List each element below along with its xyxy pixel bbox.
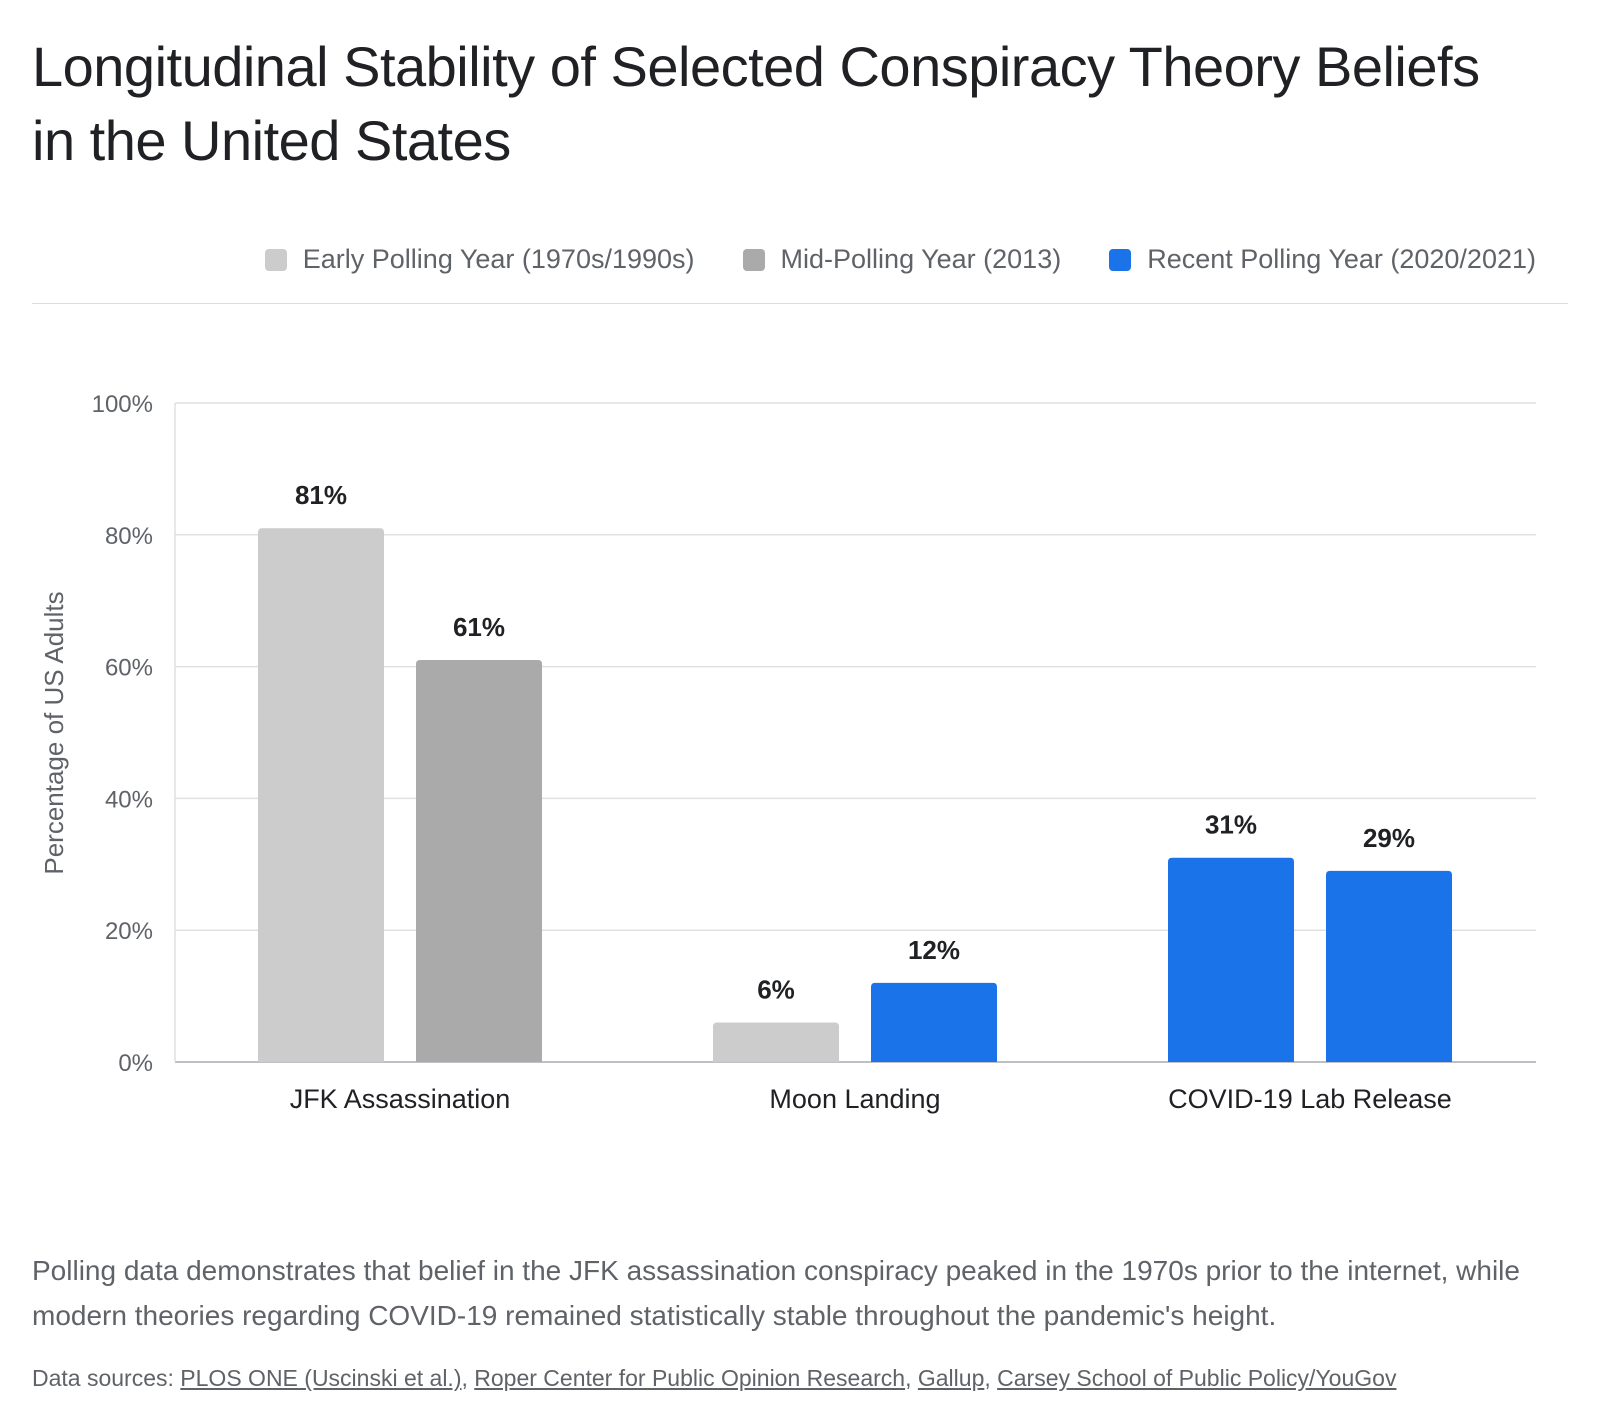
bar-value-label: 6% bbox=[757, 974, 795, 1004]
bar bbox=[1168, 857, 1294, 1062]
y-tick-label: 80% bbox=[105, 523, 153, 550]
y-tick-label: 60% bbox=[105, 655, 153, 682]
y-tick-label: 40% bbox=[105, 786, 153, 813]
source-link-gallup[interactable]: Gallup bbox=[917, 1365, 985, 1391]
bar-value-label: 29% bbox=[1363, 823, 1415, 853]
chart-title: Longitudinal Stability of Selected Consp… bbox=[32, 35, 1480, 172]
x-category-label: JFK Assassination bbox=[290, 1084, 511, 1114]
chart-caption: Polling data demonstrates that belief in… bbox=[32, 1255, 1520, 1331]
sources-prefix: Data sources: bbox=[32, 1365, 181, 1391]
legend-item-recent: Recent Polling Year (2020/2021) bbox=[1109, 244, 1536, 275]
x-category-label: Moon Landing bbox=[769, 1084, 940, 1114]
legend-swatch-mid bbox=[742, 248, 765, 271]
bar bbox=[1326, 870, 1452, 1062]
legend-label-recent: Recent Polling Year (2020/2021) bbox=[1147, 244, 1536, 274]
bar-value-label: 31% bbox=[1205, 810, 1257, 840]
bar bbox=[416, 660, 542, 1062]
bar bbox=[871, 982, 997, 1062]
bar-value-label: 12% bbox=[908, 935, 960, 965]
x-category-label: COVID-19 Lab Release bbox=[1168, 1084, 1452, 1114]
y-tick-label: 100% bbox=[92, 391, 153, 418]
data-sources: Data sources: PLOS ONE (Uscinski et al.)… bbox=[32, 1365, 1397, 1391]
source-link-plos-one[interactable]: PLOS ONE (Uscinski et al.) bbox=[180, 1365, 462, 1391]
bar-chart: 0% 20% 40% 60% 80% 100% Percentage of US Adult… bbox=[39, 391, 1536, 1114]
bar-value-label: 61% bbox=[453, 612, 505, 642]
legend-label-early: Early Polling Year (1970s/1990s) bbox=[302, 244, 695, 274]
legend-divider bbox=[32, 303, 1568, 304]
chart-legend: Early Polling Year (1970s/1990s) Mid-Pol… bbox=[217, 244, 1536, 275]
bar-value-label: 81% bbox=[295, 480, 347, 510]
y-axis-title: Percentage of US Adults bbox=[39, 591, 69, 874]
bar bbox=[713, 1022, 839, 1062]
y-tick-label: 20% bbox=[105, 918, 153, 945]
legend-swatch-recent bbox=[1109, 248, 1132, 271]
legend-swatch-early bbox=[264, 248, 287, 271]
bar bbox=[258, 528, 384, 1062]
source-link-carsey-yougov[interactable]: Carsey School of Public Policy/YouGov bbox=[997, 1365, 1397, 1391]
y-tick-label: 0% bbox=[118, 1050, 153, 1077]
source-link-roper-center[interactable]: Roper Center for Public Opinion Research bbox=[474, 1365, 906, 1391]
legend-item-early: Early Polling Year (1970s/1990s) bbox=[264, 244, 695, 275]
legend-item-mid: Mid-Polling Year (2013) bbox=[742, 244, 1062, 275]
legend-label-mid: Mid-Polling Year (2013) bbox=[780, 244, 1062, 274]
